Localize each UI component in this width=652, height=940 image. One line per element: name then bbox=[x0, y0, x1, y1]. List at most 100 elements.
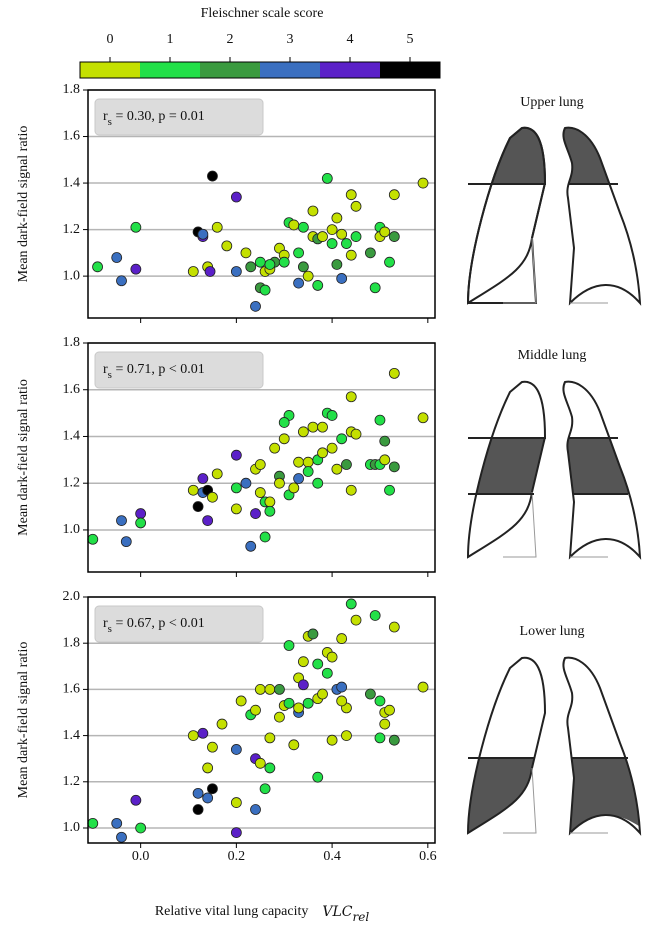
data-point bbox=[221, 240, 233, 252]
data-point bbox=[87, 533, 99, 545]
data-point bbox=[388, 231, 400, 242]
data-point bbox=[254, 459, 266, 470]
data-point bbox=[207, 491, 218, 503]
data-point bbox=[321, 667, 333, 679]
region-label: Lower lung bbox=[520, 624, 585, 639]
annotation-box bbox=[94, 605, 264, 643]
y-tick-label: 1.2 bbox=[63, 774, 81, 789]
data-point bbox=[197, 473, 209, 484]
lung-diagram-lower bbox=[466, 656, 642, 836]
data-point bbox=[250, 508, 261, 519]
annotation-rest: = 0.67, p < 0.01 bbox=[112, 616, 205, 631]
data-point bbox=[230, 191, 242, 203]
lung-diagram-middle bbox=[466, 380, 642, 560]
y-tick-label: 1.2 bbox=[63, 475, 81, 490]
data-point bbox=[254, 683, 266, 695]
colorbar-segment bbox=[140, 62, 200, 78]
y-tick-label: 1.0 bbox=[63, 268, 81, 283]
data-point bbox=[341, 238, 352, 249]
y-tick-label: 1.4 bbox=[63, 429, 81, 444]
colorbar-segment bbox=[80, 62, 140, 78]
data-point bbox=[288, 482, 300, 494]
data-point bbox=[345, 249, 357, 261]
data-point bbox=[297, 426, 309, 438]
data-point bbox=[116, 275, 127, 287]
data-point bbox=[87, 817, 99, 829]
data-point bbox=[331, 212, 343, 224]
colorbar-frame bbox=[79, 61, 441, 79]
region-label: Middle lung bbox=[518, 348, 587, 363]
data-point bbox=[331, 463, 343, 475]
data-point bbox=[341, 459, 352, 470]
data-point bbox=[374, 732, 386, 744]
data-point bbox=[341, 730, 352, 741]
x-axis-label: Relative vital lung capacity VLCrel bbox=[155, 904, 370, 924]
annotation-r: r bbox=[103, 616, 108, 631]
x-tick-label: 0.2 bbox=[228, 849, 246, 864]
axes-frame bbox=[87, 342, 436, 573]
data-point bbox=[135, 822, 147, 834]
data-point bbox=[111, 252, 123, 263]
annotation-sub: s bbox=[108, 369, 112, 381]
data-point bbox=[211, 468, 223, 480]
data-point bbox=[130, 794, 142, 806]
data-point bbox=[331, 259, 343, 270]
data-point bbox=[317, 421, 328, 433]
data-point bbox=[202, 515, 214, 526]
data-point bbox=[302, 456, 314, 468]
data-point bbox=[293, 247, 304, 259]
data-point bbox=[283, 640, 295, 651]
annotation-box bbox=[94, 351, 264, 389]
data-point bbox=[384, 704, 395, 716]
data-point bbox=[207, 170, 218, 182]
data-point bbox=[326, 410, 338, 421]
data-point bbox=[283, 697, 295, 709]
data-point bbox=[202, 762, 214, 774]
data-point bbox=[202, 792, 214, 804]
colorbar-tick-label: 3 bbox=[287, 32, 294, 47]
data-point bbox=[240, 477, 252, 489]
data-point bbox=[187, 484, 199, 496]
data-point bbox=[250, 300, 261, 312]
data-point bbox=[374, 414, 386, 426]
data-point bbox=[130, 221, 142, 233]
y-axis-label: Mean dark-field signal ratio bbox=[16, 642, 31, 799]
data-point bbox=[336, 228, 348, 240]
data-point bbox=[317, 688, 328, 700]
annotation-box bbox=[94, 98, 264, 136]
data-point bbox=[307, 421, 319, 433]
data-point bbox=[274, 711, 285, 723]
axes-frame bbox=[87, 89, 436, 319]
data-point bbox=[135, 517, 147, 529]
data-point bbox=[388, 734, 400, 746]
data-point bbox=[297, 221, 309, 233]
data-point bbox=[369, 282, 381, 294]
data-point bbox=[388, 461, 400, 473]
colorbar-tick-label: 1 bbox=[167, 32, 174, 47]
data-point bbox=[259, 284, 271, 296]
data-point bbox=[92, 261, 103, 273]
data-point bbox=[297, 261, 309, 273]
y-tick-label: 1.0 bbox=[63, 522, 81, 537]
data-point bbox=[326, 224, 338, 235]
data-point bbox=[254, 487, 266, 498]
data-point bbox=[307, 205, 319, 217]
y-axis-label: Mean dark-field signal ratio bbox=[16, 126, 31, 283]
data-point bbox=[230, 744, 242, 755]
annotation-rest: = 0.30, p = 0.01 bbox=[112, 109, 205, 124]
y-tick-label: 1.6 bbox=[63, 382, 81, 397]
data-point bbox=[388, 189, 400, 201]
data-point bbox=[293, 702, 304, 714]
data-point bbox=[116, 831, 127, 843]
data-point bbox=[230, 827, 242, 839]
annotation: rs = 0.67, p < 0.01 bbox=[103, 616, 205, 634]
data-point bbox=[207, 741, 218, 753]
annotation-rest: = 0.71, p < 0.01 bbox=[112, 362, 205, 377]
y-tick-label: 1.8 bbox=[63, 82, 81, 97]
data-point bbox=[187, 730, 199, 741]
y-tick-label: 1.8 bbox=[63, 635, 81, 650]
data-point bbox=[417, 177, 429, 189]
data-point bbox=[384, 484, 395, 496]
colorbar-title: Fleischner scale score bbox=[201, 6, 324, 21]
